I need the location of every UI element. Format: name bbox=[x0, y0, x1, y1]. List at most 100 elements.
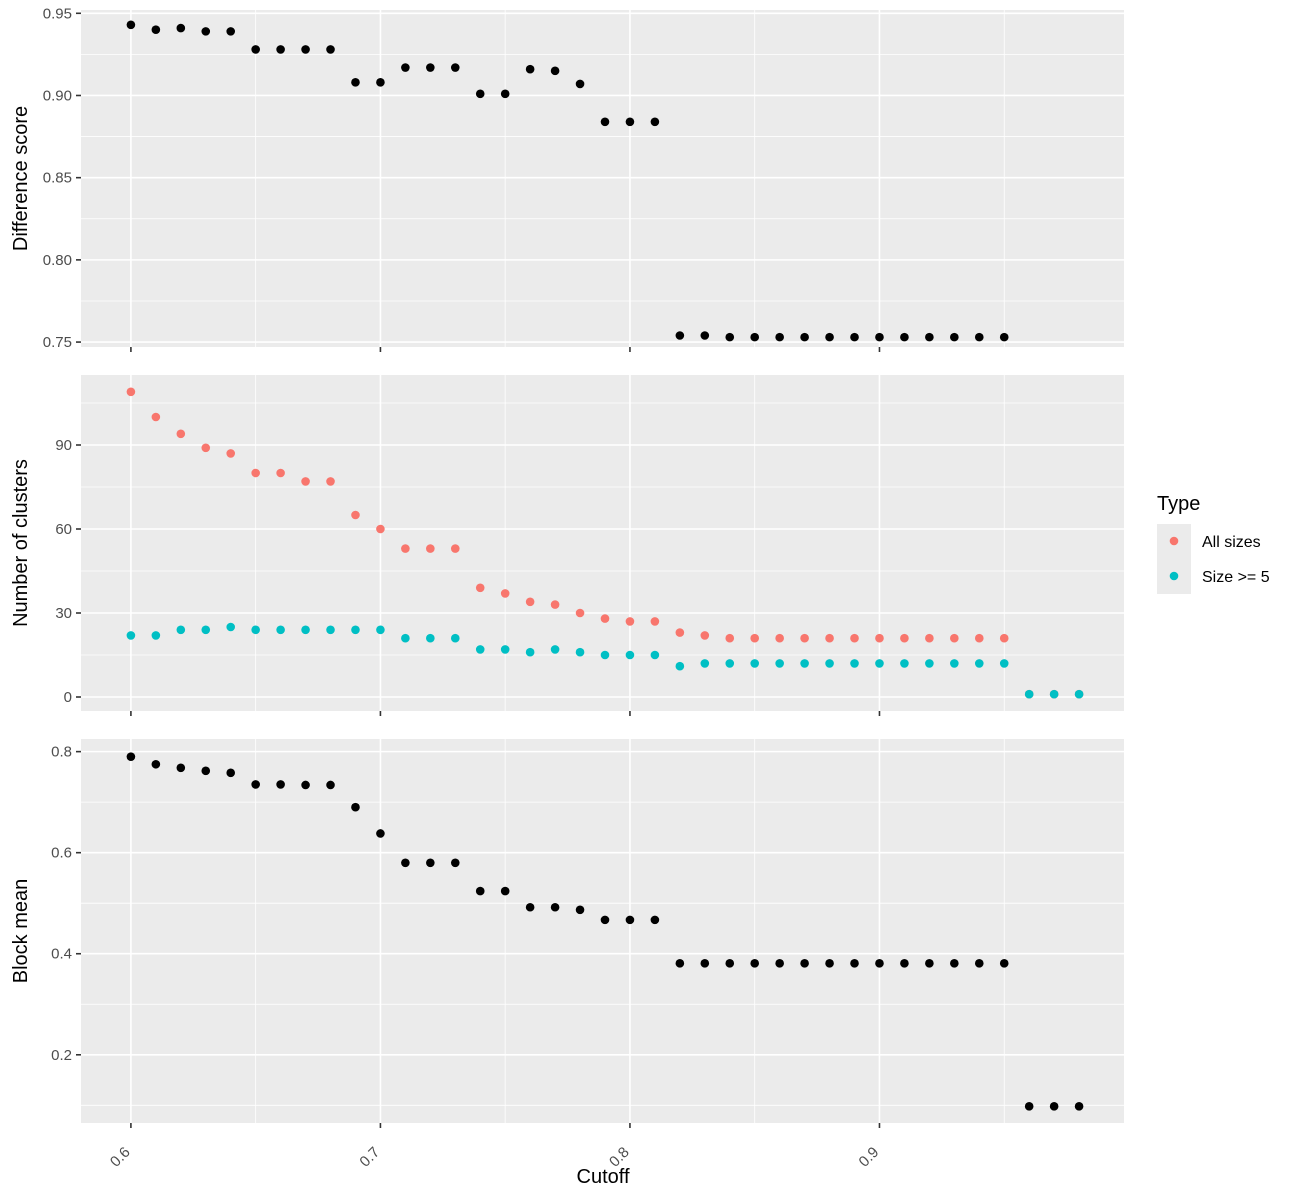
point-number-of-clusters-size-5 bbox=[176, 625, 186, 635]
point-difference-score-series bbox=[750, 332, 760, 342]
point-number-of-clusters-all-sizes bbox=[950, 633, 959, 643]
point-block-mean-series bbox=[426, 858, 435, 868]
point-difference-score-series bbox=[351, 78, 360, 87]
point-number-of-clusters-size-5 bbox=[126, 631, 136, 640]
point-difference-score-series bbox=[700, 331, 710, 340]
panel-difference-score: 0.75 0.80 0.85 0.90 0.95 Difference score bbox=[10, 5, 1124, 352]
point-number-of-clusters-size-5 bbox=[600, 650, 610, 660]
point-number-of-clusters-size-5 bbox=[650, 650, 660, 660]
legend-label-all-sizes: All sizes bbox=[1202, 534, 1261, 551]
point-number-of-clusters-all-sizes bbox=[525, 597, 535, 607]
y-axis-title-number-of-clusters: Number of clusters bbox=[10, 459, 32, 627]
point-number-of-clusters-size-5 bbox=[800, 659, 809, 668]
point-block-mean-series bbox=[376, 829, 385, 838]
point-number-of-clusters-size-5 bbox=[450, 633, 460, 643]
point-block-mean-series bbox=[600, 915, 610, 925]
point-difference-score-series bbox=[426, 63, 435, 72]
point-number-of-clusters-size-5 bbox=[251, 625, 260, 635]
point-block-mean-series bbox=[1024, 1102, 1034, 1111]
point-number-of-clusters-size-5 bbox=[475, 645, 485, 654]
point-number-of-clusters-size-5 bbox=[550, 645, 560, 654]
y-axis-title-difference-score: Difference score bbox=[10, 106, 32, 251]
point-block-mean-series bbox=[625, 915, 635, 925]
point-difference-score-series bbox=[226, 27, 236, 36]
point-number-of-clusters-size-5 bbox=[700, 659, 710, 668]
y-tick-label: 0.80 bbox=[43, 252, 72, 269]
point-difference-score-series bbox=[475, 89, 485, 99]
point-number-of-clusters-all-sizes bbox=[126, 387, 136, 397]
point-difference-score-series bbox=[575, 79, 585, 89]
point-number-of-clusters-all-sizes bbox=[500, 589, 510, 598]
point-difference-score-series bbox=[850, 332, 859, 342]
point-difference-score-series bbox=[401, 63, 410, 72]
point-number-of-clusters-all-sizes bbox=[401, 544, 410, 553]
panel-number-of-clusters: 0 30 60 90 Number of clusters bbox=[10, 375, 1124, 716]
point-difference-score-series bbox=[251, 45, 260, 54]
point-block-mean-series bbox=[450, 858, 460, 868]
point-number-of-clusters-all-sizes bbox=[875, 633, 884, 643]
point-block-mean-series bbox=[550, 902, 560, 912]
point-number-of-clusters-size-5 bbox=[875, 659, 884, 668]
point-block-mean-series bbox=[575, 905, 585, 915]
y-tick-label: 0.95 bbox=[43, 5, 72, 22]
point-difference-score-series bbox=[775, 332, 784, 342]
point-block-mean-series bbox=[800, 959, 809, 968]
point-number-of-clusters-all-sizes bbox=[301, 477, 310, 486]
legend-key-size-5 bbox=[1169, 571, 1179, 581]
point-number-of-clusters-size-5 bbox=[401, 633, 410, 643]
point-number-of-clusters-all-sizes bbox=[650, 617, 660, 626]
point-number-of-clusters-all-sizes bbox=[376, 524, 385, 534]
point-number-of-clusters-size-5 bbox=[301, 625, 310, 635]
point-difference-score-series bbox=[201, 27, 211, 36]
legend-title: Type bbox=[1157, 493, 1200, 515]
point-block-mean-series bbox=[1049, 1102, 1059, 1111]
point-block-mean-series bbox=[276, 780, 285, 789]
point-block-mean-series bbox=[176, 763, 186, 773]
point-number-of-clusters-size-5 bbox=[1049, 689, 1059, 699]
point-number-of-clusters-all-sizes bbox=[201, 443, 211, 453]
point-difference-score-series bbox=[276, 45, 285, 54]
point-number-of-clusters-size-5 bbox=[1074, 689, 1084, 699]
point-block-mean-series bbox=[925, 959, 934, 968]
point-number-of-clusters-all-sizes bbox=[600, 614, 610, 623]
point-block-mean-series bbox=[900, 959, 909, 968]
y-tick-label: 0.85 bbox=[43, 170, 72, 187]
legend-label-size-5: Size >= 5 bbox=[1202, 569, 1270, 586]
point-number-of-clusters-size-5 bbox=[351, 625, 360, 635]
point-difference-score-series bbox=[550, 66, 560, 76]
x-tick-label: 0.9 bbox=[856, 1144, 883, 1171]
point-difference-score-series bbox=[326, 45, 335, 54]
point-block-mean-series bbox=[999, 959, 1009, 968]
point-number-of-clusters-all-sizes bbox=[575, 608, 585, 618]
point-difference-score-series bbox=[176, 23, 186, 33]
point-block-mean-series bbox=[226, 768, 236, 778]
point-difference-score-series bbox=[151, 25, 161, 35]
point-number-of-clusters-size-5 bbox=[151, 631, 161, 640]
point-difference-score-series bbox=[450, 63, 460, 72]
point-number-of-clusters-size-5 bbox=[426, 633, 435, 643]
point-number-of-clusters-size-5 bbox=[675, 661, 685, 671]
y-axis-title-block-mean: Block mean bbox=[10, 879, 32, 984]
point-number-of-clusters-all-sizes bbox=[276, 468, 285, 478]
point-number-of-clusters-all-sizes bbox=[974, 633, 984, 643]
point-block-mean-series bbox=[500, 886, 510, 896]
point-difference-score-series bbox=[900, 332, 909, 342]
point-number-of-clusters-all-sizes bbox=[999, 633, 1009, 643]
point-number-of-clusters-all-sizes bbox=[850, 633, 859, 643]
y-tick-label: 0 bbox=[64, 689, 72, 706]
point-number-of-clusters-size-5 bbox=[326, 625, 335, 635]
y-tick-label: 60 bbox=[55, 521, 72, 538]
point-number-of-clusters-all-sizes bbox=[326, 477, 335, 486]
point-difference-score-series bbox=[126, 20, 136, 30]
point-number-of-clusters-all-sizes bbox=[800, 633, 809, 643]
y-tick-label: 30 bbox=[55, 605, 72, 622]
point-number-of-clusters-all-sizes bbox=[725, 633, 735, 643]
point-block-mean-series bbox=[1074, 1102, 1084, 1111]
point-block-mean-series bbox=[875, 959, 884, 968]
point-number-of-clusters-all-sizes bbox=[176, 429, 186, 439]
point-number-of-clusters-all-sizes bbox=[251, 468, 260, 478]
point-number-of-clusters-all-sizes bbox=[351, 510, 360, 520]
point-number-of-clusters-size-5 bbox=[825, 659, 834, 668]
point-block-mean-series bbox=[151, 759, 161, 769]
point-block-mean-series bbox=[650, 915, 660, 925]
